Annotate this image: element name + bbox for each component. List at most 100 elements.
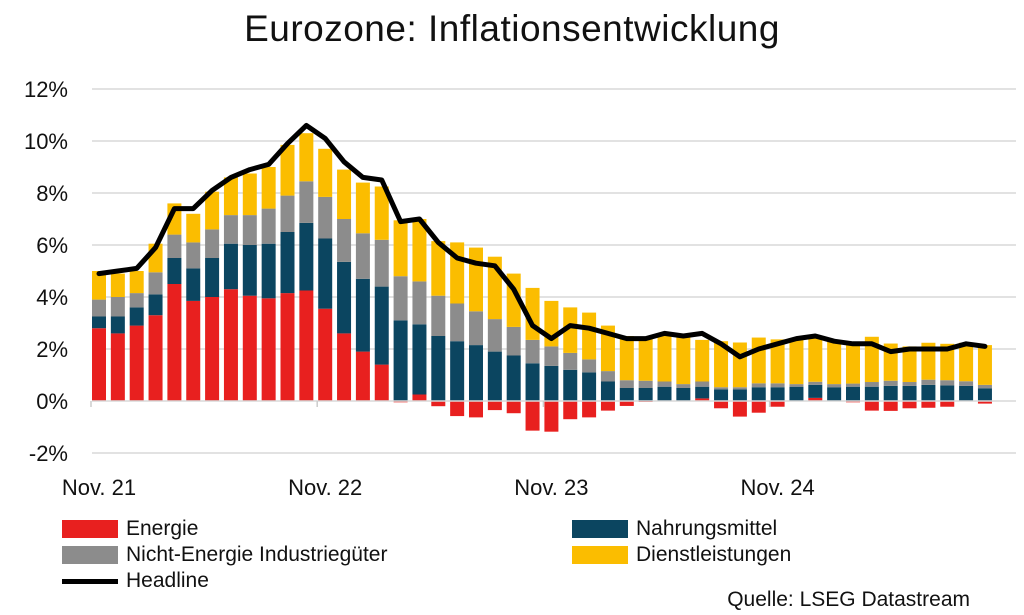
bar-segment-energie <box>299 290 314 401</box>
bar-segment-dienstleistungen <box>695 339 710 382</box>
bar-segment-dienstleistungen <box>563 307 578 353</box>
bar-segment-dienstleistungen <box>374 186 389 240</box>
bar-segment-energie <box>940 401 955 407</box>
legend-item-nahrungsmittel: Nahrungsmittel <box>572 517 777 541</box>
bar-segment-dienstleistungen <box>638 337 653 381</box>
bar-segment-dienstleistungen <box>110 273 125 297</box>
bar-segment-energie <box>374 364 389 401</box>
legend-label: Energie <box>126 517 199 540</box>
bar-segment-nicht-energie-industrieg-ter <box>223 215 238 244</box>
bar-segment-nicht-energie-industrieg-ter <box>412 281 427 325</box>
bar-segment-nicht-energie-industrieg-ter <box>657 381 672 387</box>
bar-segment-nicht-energie-industrieg-ter <box>148 272 163 295</box>
bar-segment-nicht-energie-industrieg-ter <box>977 384 992 389</box>
bar-segment-nicht-energie-industrieg-ter <box>563 352 578 370</box>
bar-segment-dienstleistungen <box>261 167 276 209</box>
bar-segment-dienstleistungen <box>412 219 427 282</box>
bar-segment-energie <box>167 284 182 401</box>
y-tick-label: -2% <box>29 441 68 466</box>
y-tick-label: 4% <box>36 285 68 310</box>
bar-segment-energie <box>563 401 578 420</box>
bar-segment-energie <box>525 401 540 431</box>
bar-segment-nahrungsmittel <box>846 386 860 401</box>
bar-segment-nicht-energie-industrieg-ter <box>393 276 408 321</box>
bar-segment-energie <box>450 401 465 417</box>
bar-segment-nahrungsmittel <box>223 243 238 290</box>
bar-segment-energie <box>223 289 238 401</box>
bar-segment-energie <box>582 401 597 418</box>
bar-segment-nahrungsmittel <box>600 381 615 401</box>
y-tick-label: 12% <box>24 77 68 102</box>
bar-segment-nicht-energie-industrieg-ter <box>732 387 747 390</box>
bar-segment-nahrungsmittel <box>374 286 389 365</box>
bar-segment-nicht-energie-industrieg-ter <box>544 346 559 366</box>
bar-segment-nicht-energie-industrieg-ter <box>525 339 540 364</box>
bar-segment-nahrungsmittel <box>205 258 220 297</box>
legend-item-dienstleistungen: Dienstleistungen <box>572 543 791 567</box>
bar-segment-nahrungsmittel <box>355 278 370 352</box>
bar-segment-dienstleistungen <box>299 133 314 182</box>
bar-segment-energie <box>92 328 106 401</box>
y-tick-label: 6% <box>36 233 68 258</box>
bar-segment-dienstleistungen <box>129 271 144 294</box>
legend-swatch <box>572 546 628 564</box>
bar-segment-dienstleistungen <box>940 343 955 381</box>
bar-segment-nicht-energie-industrieg-ter <box>374 239 389 287</box>
bar-segment-nicht-energie-industrieg-ter <box>808 381 823 385</box>
bar-segment-dienstleistungen <box>469 247 483 312</box>
bar-segment-energie <box>751 401 766 413</box>
bar-segment-nahrungsmittel <box>148 294 163 316</box>
legend-item-energie: Energie <box>62 517 198 541</box>
bar-segment-nahrungsmittel <box>261 243 276 299</box>
bar-segment-nicht-energie-industrieg-ter <box>129 293 144 308</box>
legend-label: Nahrungsmittel <box>636 517 778 540</box>
bar-segment-dienstleistungen <box>921 342 936 380</box>
bar-segment-nahrungsmittel <box>770 387 785 401</box>
bar-segment-nicht-energie-industrieg-ter <box>186 242 201 269</box>
bar-segment-dienstleistungen <box>92 271 106 300</box>
bar-segment-nahrungsmittel <box>638 388 653 401</box>
bar-segment-nicht-energie-industrieg-ter <box>110 297 125 317</box>
bar-segment-nahrungsmittel <box>186 268 201 301</box>
bar-segment-energie <box>110 333 125 401</box>
bar-segment-nicht-energie-industrieg-ter <box>280 195 295 232</box>
bar-segment-energie <box>619 401 634 406</box>
bar-segment-dienstleistungen <box>337 169 352 219</box>
bar-segment-nahrungsmittel <box>808 384 823 398</box>
bar-segment-energie <box>318 308 333 401</box>
bar-segment-nahrungsmittel <box>110 316 125 334</box>
bar-segment-energie <box>280 293 295 401</box>
bar-segment-dienstleistungen <box>242 173 257 216</box>
bar-segment-nicht-energie-industrieg-ter <box>921 379 936 385</box>
bar-segment-nahrungsmittel <box>959 385 974 401</box>
bar-segment-dienstleistungen <box>808 336 823 382</box>
bar-segment-nicht-energie-industrieg-ter <box>883 380 898 386</box>
bar-segment-nicht-energie-industrieg-ter <box>600 371 615 382</box>
bar-segment-nahrungsmittel <box>92 316 106 329</box>
bar-segment-nahrungsmittel <box>619 388 634 401</box>
bar-segment-nahrungsmittel <box>676 388 691 401</box>
bar-segment-dienstleistungen <box>223 177 238 216</box>
source-note: Quelle: LSEG Datastream <box>727 588 970 611</box>
bar-segment-nahrungsmittel <box>883 385 898 401</box>
bar-segment-nicht-energie-industrieg-ter <box>902 382 917 386</box>
bar-segment-nahrungsmittel <box>129 307 144 326</box>
bar-segment-energie <box>469 401 483 418</box>
bar-segment-dienstleistungen <box>789 338 804 385</box>
bar-segment-nahrungsmittel <box>714 389 729 401</box>
bar-segment-nahrungsmittel <box>318 238 333 309</box>
bar-segment-dienstleistungen <box>714 341 729 388</box>
bar-segment-energie <box>808 397 823 401</box>
bar-segment-nahrungsmittel <box>450 341 465 401</box>
bar-segment-nahrungsmittel <box>412 324 427 395</box>
bar-segment-nahrungsmittel <box>732 389 747 401</box>
bar-segment-energie <box>600 401 615 411</box>
bar-segment-dienstleistungen <box>186 213 201 243</box>
bar-segment-nicht-energie-industrieg-ter <box>751 383 766 388</box>
bar-segment-nicht-energie-industrieg-ter <box>714 387 729 390</box>
bar-segment-nahrungsmittel <box>789 386 804 401</box>
bar-segment-nahrungsmittel <box>695 386 710 399</box>
bar-segment-nicht-energie-industrieg-ter <box>789 384 804 387</box>
bar-segment-energie <box>883 401 898 411</box>
bar-segment-nahrungsmittel <box>977 388 992 401</box>
